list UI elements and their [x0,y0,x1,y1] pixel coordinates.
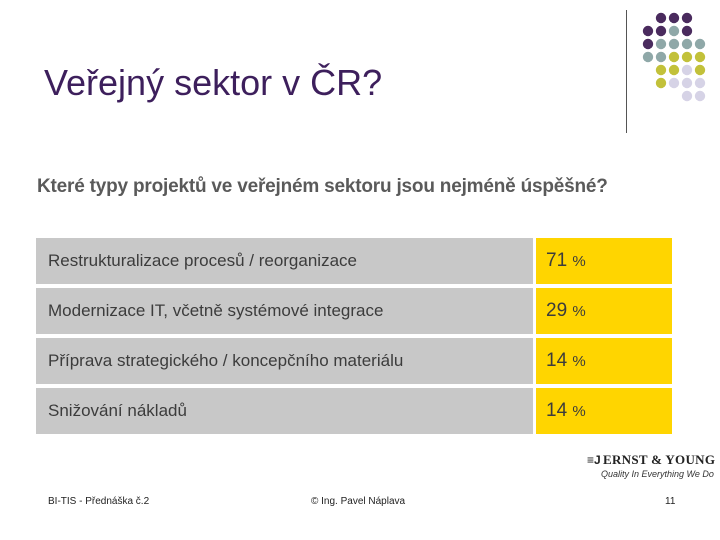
logo-tagline: Quality In Everything We Do [601,469,714,479]
decorative-dot [694,51,706,63]
decorative-dot [668,64,680,76]
row-value-number: 29 [546,300,568,321]
decorative-dot [668,12,680,24]
row-label: Příprava strategického / koncepčního mat… [36,338,533,384]
row-value-unit: % [572,253,586,270]
decorative-dot [694,38,706,50]
decorative-dot [668,77,680,89]
decorative-dot [668,25,680,37]
decorative-dot [694,64,706,76]
row-value: 71 % [536,238,672,284]
decorative-dot [655,64,667,76]
table-row: Příprava strategického / koncepčního mat… [36,338,672,384]
decorative-dot [681,90,693,102]
title-divider-line [626,10,627,133]
decorative-dot-grid [642,12,706,102]
table-row: Snižování nákladů 14 % [36,388,672,434]
decorative-dot [655,25,667,37]
row-label: Modernizace IT, včetně systémové integra… [36,288,533,334]
logo-brand: ERNST & YOUNG [603,452,716,467]
decorative-dot [655,12,667,24]
decorative-dot [681,64,693,76]
ernst-young-logo: ≡J ERNST & YOUNG Quality In Everything W… [587,451,715,487]
row-value-number: 14 [546,400,568,421]
row-value-unit: % [572,303,586,320]
decorative-dot [655,51,667,63]
logo-mark: ≡J [587,453,601,467]
decorative-dot [655,77,667,89]
decorative-dot [681,12,693,24]
decorative-dot [642,51,654,63]
row-value-number: 14 [546,350,568,371]
row-value: 14 % [536,338,672,384]
row-label: Snižování nákladů [36,388,533,434]
decorative-dot [642,38,654,50]
table-row: Restrukturalizace procesů / reorganizace… [36,238,672,284]
decorative-dot [668,51,680,63]
decorative-dot [655,38,667,50]
decorative-dot [681,77,693,89]
decorative-dot [668,38,680,50]
decorative-dot [694,77,706,89]
decorative-dot [642,25,654,37]
decorative-dot [681,25,693,37]
slide-title: Veřejný sektor v ČR? [44,62,383,103]
row-value: 29 % [536,288,672,334]
decorative-dot [681,51,693,63]
row-value-unit: % [572,403,586,420]
table-row: Modernizace IT, včetně systémové integra… [36,288,672,334]
row-value: 14 % [536,388,672,434]
row-label: Restrukturalizace procesů / reorganizace [36,238,533,284]
footer-course: BI-TIS - Přednáška č.2 [48,496,150,507]
row-value-number: 71 [546,250,568,271]
decorative-dot [694,90,706,102]
chart-question: Které typy projektů ve veřejném sektoru … [37,176,608,197]
footer-author: © Ing. Pavel Náplava [311,496,406,507]
decorative-dot [681,38,693,50]
row-value-unit: % [572,353,586,370]
footer-page-number: 11 [665,496,676,507]
